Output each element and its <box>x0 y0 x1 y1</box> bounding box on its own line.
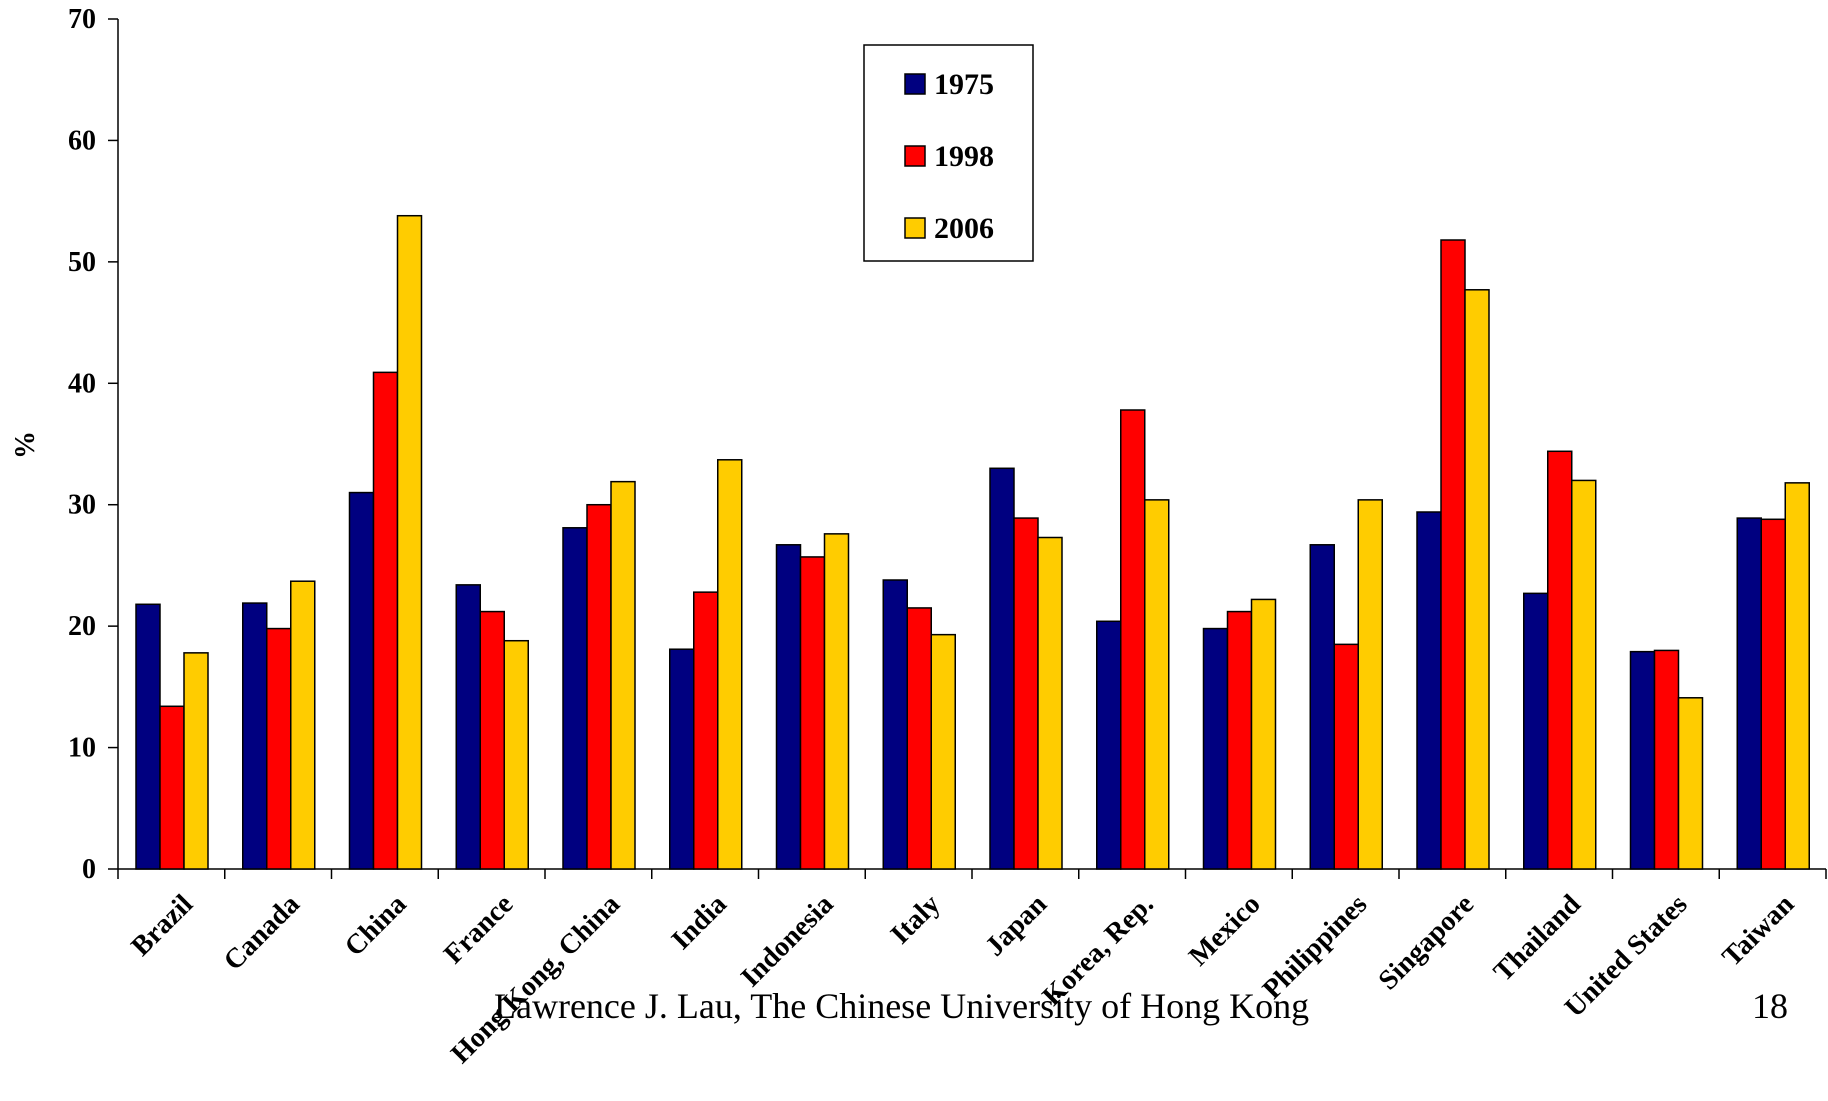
bar-1975 <box>989 467 1015 870</box>
bar-2006 <box>930 633 956 870</box>
legend-swatch-2006 <box>904 217 926 239</box>
bar-2006 <box>1250 598 1277 870</box>
bar-1975 <box>775 544 802 870</box>
bar-1975 <box>1416 511 1442 870</box>
y-tick-label: 10 <box>68 733 96 764</box>
bar-1975 <box>1523 592 1549 870</box>
bar-2006 <box>1677 697 1704 870</box>
bar-1998 <box>1760 518 1786 870</box>
bar-1975 <box>562 527 588 870</box>
category-label: France <box>438 889 519 970</box>
bar-2006 <box>610 480 636 870</box>
category-label: Mexico <box>1183 889 1266 972</box>
category-label: India <box>666 889 733 956</box>
category-label: Brazil <box>125 889 199 963</box>
bar-2006 <box>183 652 209 870</box>
bar-1975 <box>135 603 161 870</box>
bar-2006 <box>396 214 423 870</box>
bar-1998 <box>1547 450 1573 870</box>
bar-2006 <box>1464 289 1490 870</box>
bar-2006 <box>1357 499 1383 870</box>
bar-2006 <box>1571 479 1597 870</box>
bar-1975 <box>882 579 908 870</box>
chart-legend: 1975 1998 2006 <box>863 44 1034 262</box>
category-label: China <box>339 889 413 963</box>
y-axis-label: % <box>10 431 41 459</box>
bar-1998 <box>1120 409 1146 870</box>
bar-2006 <box>290 580 316 870</box>
legend-swatch-1975 <box>904 73 926 95</box>
bar-1975 <box>348 491 375 870</box>
legend-label-2006: 2006 <box>934 212 994 245</box>
bar-1975 <box>669 648 695 870</box>
bar-1998 <box>266 627 292 870</box>
footer-credit: Lawrence J. Lau, The Chinese University … <box>494 986 1309 1026</box>
legend-label-1975: 1975 <box>934 68 994 101</box>
bar-1998 <box>906 607 932 870</box>
bar-2006 <box>1144 499 1170 870</box>
bar-1998 <box>1440 239 1466 870</box>
bar-2006 <box>717 459 743 870</box>
bar-1998 <box>586 503 612 870</box>
category-label: Thailand <box>1488 888 1587 987</box>
y-tick-label: 60 <box>68 125 96 156</box>
bar-1975 <box>1629 650 1656 870</box>
category-label: Taiwan <box>1716 888 1800 972</box>
bar-1998 <box>1013 517 1039 870</box>
page-number: 18 <box>1752 986 1788 1026</box>
y-tick-label: 30 <box>68 490 96 521</box>
bar-1998 <box>693 591 719 870</box>
bar-1975 <box>1096 620 1122 870</box>
bar-1998 <box>1653 649 1680 870</box>
legend-swatch-1998 <box>904 145 926 167</box>
y-tick-label: 40 <box>68 368 96 399</box>
bar-2006 <box>823 533 850 870</box>
bar-1975 <box>1202 627 1229 870</box>
legend-label-1998: 1998 <box>934 140 994 173</box>
category-label: Canada <box>218 889 306 977</box>
y-tick-label: 50 <box>68 247 96 278</box>
category-label: Japan <box>979 888 1053 962</box>
bar-1998 <box>1333 643 1359 870</box>
category-label: Singapore <box>1373 889 1480 996</box>
category-label: Indonesia <box>735 889 839 993</box>
bar-1998 <box>479 610 505 870</box>
y-tick-label: 20 <box>68 611 96 642</box>
bar-1998 <box>372 371 399 870</box>
bar-2006 <box>503 639 529 870</box>
y-tick-label: 70 <box>68 4 96 35</box>
bar-2006 <box>1784 482 1810 870</box>
bar-1998 <box>799 556 826 870</box>
category-label: Italy <box>885 889 947 951</box>
bar-2006 <box>1037 536 1063 870</box>
y-tick-label: 0 <box>82 854 96 885</box>
legend-box <box>863 44 1034 262</box>
bar-1975 <box>455 584 481 870</box>
chart-bars <box>135 214 1810 870</box>
bar-1975 <box>242 602 268 870</box>
bar-1975 <box>1736 517 1762 870</box>
bar-1998 <box>1226 610 1253 870</box>
bar-1998 <box>159 705 185 870</box>
bar-1975 <box>1309 544 1335 870</box>
